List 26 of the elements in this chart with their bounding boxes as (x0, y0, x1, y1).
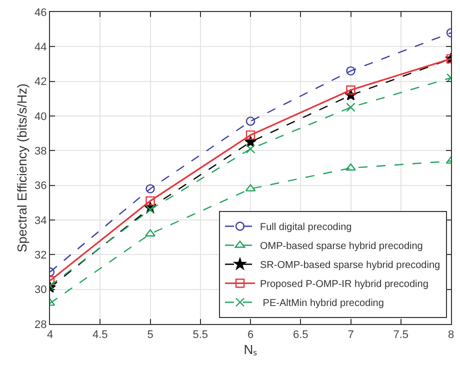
legend-label: PE-AltMin hybrid precoding (260, 298, 384, 310)
y-tick-label: 34 (34, 214, 47, 227)
x-axis-title: Nₛ (244, 342, 258, 357)
legend-label: Proposed P-OMP-IR hybrid precoding (260, 279, 428, 290)
x-tick-label: 5 (147, 329, 154, 342)
x-tick-label: 6.5 (292, 329, 308, 342)
y-tick-label: 36 (34, 180, 47, 192)
x-tick-label: 8 (448, 329, 454, 342)
x-tick-label: 7.5 (393, 329, 409, 342)
y-tick-label: 30 (34, 284, 47, 296)
y-axis-title: Spectral Efficiency (bits/s/Hz) (14, 84, 30, 252)
x-tick-label: 5.5 (192, 329, 208, 342)
legend-label: OMP-based sparse hybrid precoding (260, 241, 423, 252)
y-tick-label: 38 (34, 146, 47, 158)
y-tick-label: 44 (34, 42, 47, 54)
legend-label: Full digital precoding (260, 222, 352, 234)
y-tick-label: 32 (34, 250, 47, 262)
x-tick-label: 7 (348, 329, 354, 342)
y-tick-label: 40 (34, 110, 47, 123)
x-tick-label: 4 (46, 329, 54, 342)
y-tick-label: 46 (34, 6, 47, 19)
x-tick-label: 4.5 (92, 329, 108, 342)
y-tick-label: 28 (34, 318, 47, 331)
legend-label: SR-OMP-based sparse hybrid precoding (260, 260, 440, 272)
x-tick-label: 6 (247, 329, 254, 342)
y-tick-label: 42 (34, 76, 47, 88)
